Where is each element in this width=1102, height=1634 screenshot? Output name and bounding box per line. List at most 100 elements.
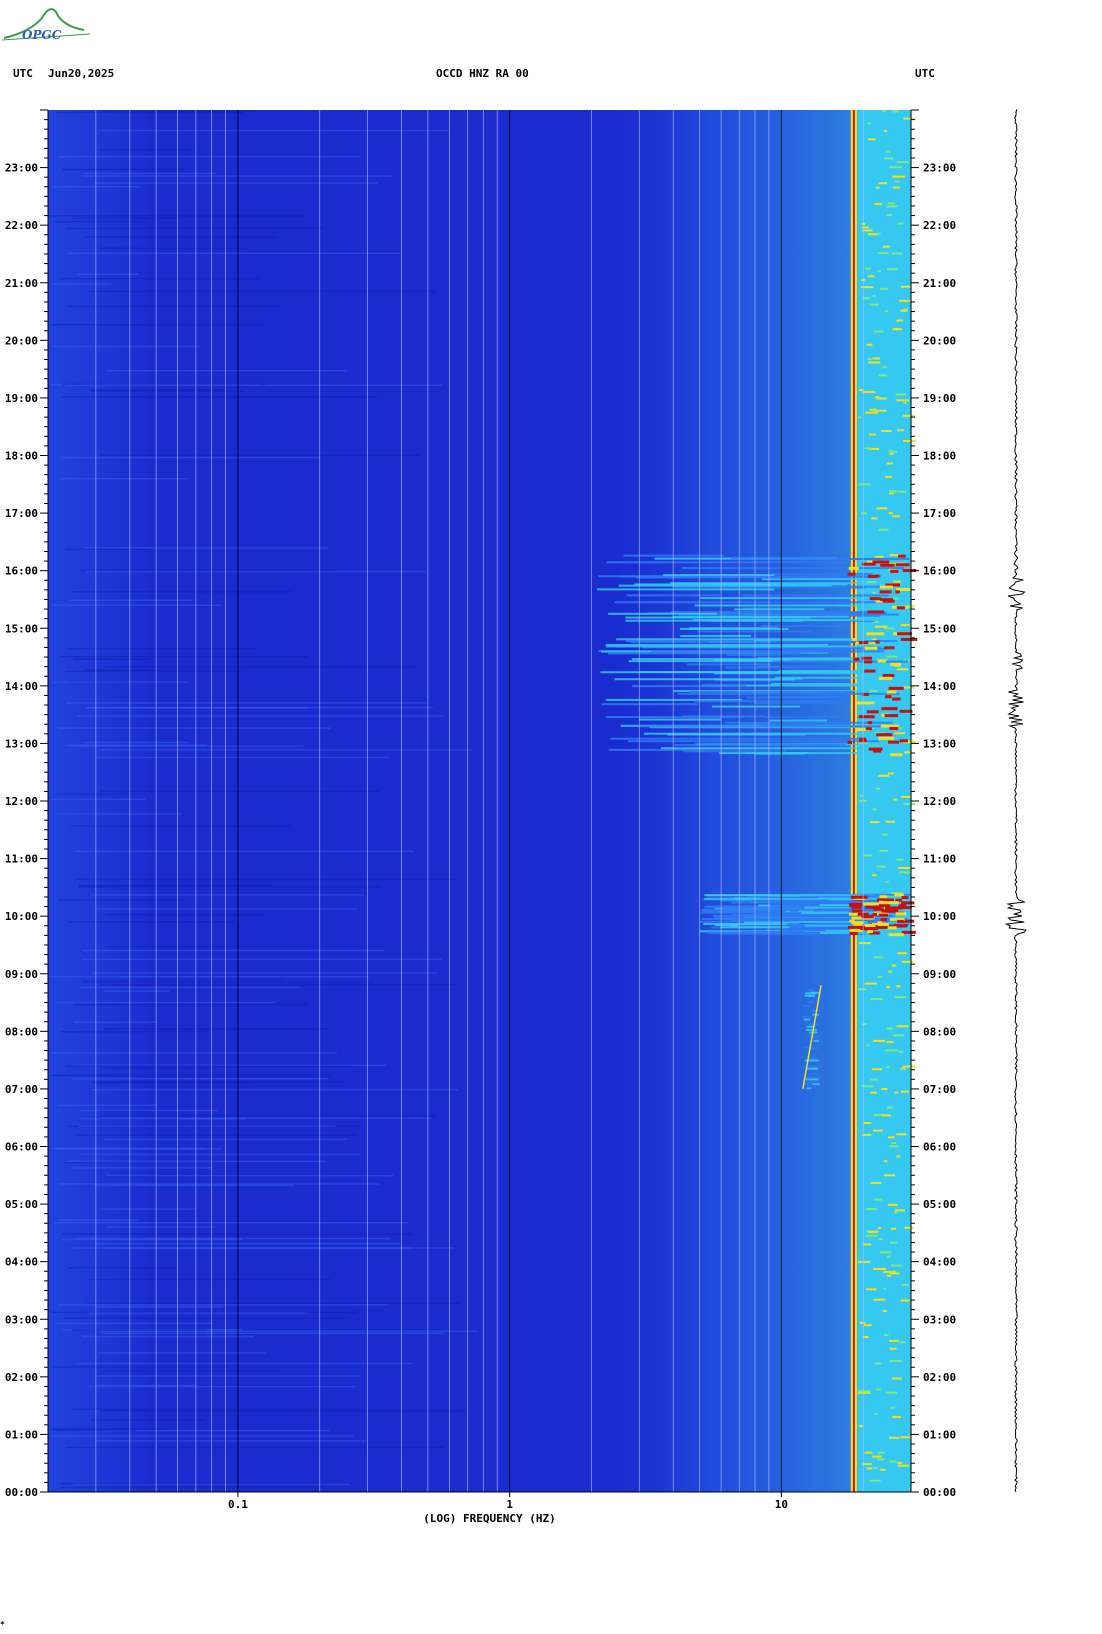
band-speckle [888, 512, 893, 515]
band-speckle [879, 849, 888, 852]
noise-streak [101, 1117, 432, 1119]
event-streak [661, 747, 897, 750]
event-streak [701, 910, 822, 913]
event-streak [757, 665, 830, 668]
band-speckle [866, 642, 876, 645]
band-speckle [877, 975, 883, 978]
event-hotspot [851, 905, 862, 909]
band-speckle [865, 267, 871, 270]
noise-streak [60, 1482, 327, 1485]
event-streak [810, 1036, 816, 1039]
event-hotspot [879, 590, 892, 594]
band-speckle [875, 1388, 881, 1391]
event-streak [805, 1028, 817, 1031]
noise-streak [89, 1385, 356, 1388]
band-speckle [895, 996, 906, 999]
band-speckle [893, 186, 900, 189]
band-speckle [896, 319, 904, 322]
event-streak [769, 719, 828, 722]
event-streak [806, 1025, 815, 1028]
noise-streak [96, 1384, 196, 1387]
noise-streak [89, 1419, 207, 1421]
event-streak [772, 660, 909, 663]
band-speckle [903, 308, 908, 311]
noise-streak [72, 1064, 386, 1067]
noise-streak [97, 749, 472, 751]
band-speckle [874, 409, 887, 412]
noise-streak [86, 570, 426, 573]
x-axis-label: (LOG) FREQUENCY (HZ) [423, 1512, 555, 1525]
noise-streak [68, 647, 257, 650]
band-speckle [873, 956, 884, 959]
band-speckle [899, 299, 912, 302]
event-hotspot [868, 747, 883, 751]
event-hotspot [889, 933, 904, 937]
event-hotspot [876, 898, 894, 902]
event-hotspot [892, 924, 901, 928]
event-hotspot [855, 728, 870, 732]
band-speckle [900, 1090, 909, 1093]
band-speckle [894, 1091, 899, 1094]
y-tick-label-right: 07:00 [923, 1083, 956, 1096]
persistent-band-core [852, 110, 855, 1492]
band-speckle [903, 605, 915, 608]
band-speckle [886, 1041, 894, 1044]
band-speckle [894, 180, 900, 183]
event-hotspot [899, 739, 908, 743]
band-speckle [862, 297, 870, 300]
band-speckle [858, 1260, 871, 1263]
event-streak [628, 660, 873, 663]
noise-streak [100, 1208, 197, 1210]
band-speckle [867, 138, 876, 141]
band-speckle [889, 1360, 902, 1363]
event-hotspot [867, 610, 884, 614]
event-streak [805, 1078, 819, 1081]
event-hotspot [856, 701, 875, 705]
event-hotspot [873, 907, 888, 911]
noise-streak [66, 227, 324, 230]
event-hotspot [895, 590, 900, 594]
noise-streak [54, 220, 142, 223]
event-streak [804, 924, 878, 927]
band-speckle [891, 252, 903, 255]
band-speckle [872, 1455, 882, 1458]
noise-streak [106, 1226, 216, 1228]
event-hotspot [895, 912, 907, 916]
header-left-utc: UTC [13, 67, 33, 80]
event-streak [623, 554, 725, 557]
y-tick-label-right: 19:00 [923, 392, 956, 405]
band-speckle [875, 600, 887, 603]
band-speckle [867, 560, 876, 563]
band-speckle [891, 1142, 897, 1145]
event-streak [674, 744, 846, 747]
noise-streak [100, 1117, 180, 1120]
band-speckle [884, 310, 889, 313]
event-streak [683, 750, 786, 753]
band-speckle [886, 1066, 890, 1069]
event-hotspot [894, 924, 908, 928]
band-speckle [878, 528, 889, 531]
event-streak [749, 586, 865, 589]
noise-streak [86, 707, 308, 709]
event-hotspot [853, 923, 863, 927]
band-speckle [878, 774, 889, 777]
band-speckle [859, 1321, 866, 1324]
event-streak [753, 913, 807, 916]
y-tick-label-right: 09:00 [923, 968, 956, 981]
event-streak [651, 650, 855, 653]
band-speckle [879, 1251, 892, 1254]
band-speckle [899, 871, 911, 874]
band-speckle [885, 880, 889, 883]
event-streak [781, 647, 888, 650]
band-speckle [896, 858, 904, 861]
noise-streak [55, 813, 183, 815]
noise-streak [73, 1247, 411, 1249]
band-speckle [874, 202, 883, 205]
band-speckle [860, 286, 874, 289]
x-tick-label: 0.1 [228, 1498, 248, 1511]
noise-streak [100, 790, 380, 792]
noise-streak [96, 1375, 360, 1377]
event-streak [812, 1083, 820, 1086]
band-speckle [861, 1085, 874, 1088]
noise-streak [88, 1278, 331, 1281]
